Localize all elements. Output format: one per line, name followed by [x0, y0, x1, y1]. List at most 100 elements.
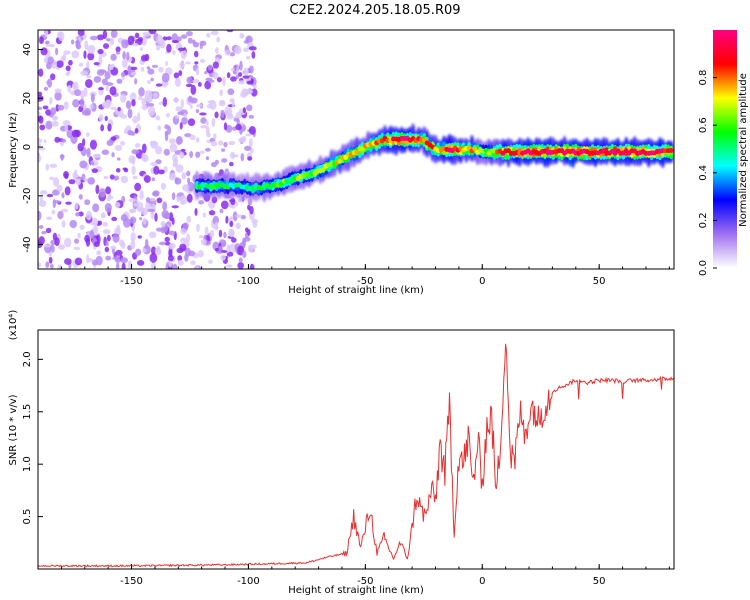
noise-speckle [38, 210, 42, 221]
colorbar: 0.0 0.2 0.4 0.6 0.8 Normalized spectral ampl… [698, 30, 749, 276]
noise-speckle [247, 244, 254, 253]
noise-speckle [75, 212, 80, 217]
bottom-x-axis-ticks: -150 -100 -50 0 50 [37, 564, 670, 587]
noise-speckle [179, 122, 183, 130]
noise-speckle [221, 158, 228, 163]
noise-speckle [64, 124, 69, 133]
noise-speckle [86, 147, 91, 158]
noise-speckle [218, 101, 226, 107]
noise-speckle [113, 175, 120, 181]
noise-speckle [216, 77, 222, 83]
noise-speckle [104, 202, 112, 213]
noise-speckle [246, 80, 254, 85]
snr-panel: -150 -100 -50 0 50 0.5 1.0 1.5 2.0 Height of st… [8, 310, 675, 596]
noise-speckle [114, 144, 123, 152]
noise-speckle [215, 247, 219, 252]
top-x-axis-title: Height of straight line (km) [288, 285, 424, 296]
noise-speckle [116, 157, 121, 161]
noise-speckle [90, 93, 95, 103]
noise-speckle [57, 244, 66, 250]
noise-speckle [225, 215, 229, 224]
noise-speckle [151, 64, 159, 68]
x-tick-label: -150 [120, 576, 143, 587]
bottom-x-axis-title: Height of straight line (km) [288, 585, 424, 596]
noise-speckle [40, 47, 48, 56]
noise-speckle [208, 210, 216, 216]
noise-speckle [157, 125, 161, 131]
noise-speckle [121, 59, 128, 68]
colorbar-tick-label: 0.6 [698, 117, 709, 133]
noise-speckle [123, 168, 129, 173]
noise-speckle [220, 109, 225, 119]
noise-speckle [64, 237, 72, 248]
noise-speckle [101, 101, 108, 109]
noise-speckle [112, 233, 120, 243]
noise-speckle [225, 124, 233, 133]
noise-speckle [141, 152, 147, 162]
noise-speckle [82, 138, 86, 147]
noise-speckle [109, 86, 117, 96]
noise-speckle [207, 64, 213, 71]
noise-speckle [204, 226, 209, 236]
noise-speckle [205, 156, 210, 161]
noise-speckle [79, 160, 88, 169]
noise-speckle [239, 60, 243, 71]
noise-speckle [243, 40, 250, 44]
noise-speckle [134, 182, 142, 192]
noise-speckle [79, 224, 85, 230]
noise-speckle [104, 71, 111, 80]
noise-speckle [38, 115, 44, 124]
x-tick-label: -150 [120, 276, 143, 287]
noise-speckle [93, 241, 100, 248]
noise-speckle [109, 174, 115, 180]
noise-speckle [83, 87, 88, 97]
noise-speckle [84, 234, 90, 243]
noise-speckle [152, 141, 159, 148]
noise-speckle [220, 249, 228, 253]
noise-speckle [185, 83, 193, 88]
noise-speckle [43, 139, 47, 144]
noise-speckle [56, 184, 63, 192]
noise-speckle [38, 111, 41, 117]
noise-speckle [139, 217, 143, 221]
noise-speckle [71, 50, 80, 59]
noise-speckle [134, 248, 142, 256]
noise-speckle [155, 45, 161, 51]
noise-speckle [115, 249, 123, 256]
noise-speckle [109, 37, 115, 46]
noise-speckle [139, 47, 143, 52]
noise-speckle [150, 77, 154, 82]
noise-speckle [65, 72, 70, 76]
noise-speckle [87, 44, 96, 54]
noise-speckle [195, 151, 201, 158]
noise-speckle [110, 245, 117, 250]
noise-speckle [242, 250, 247, 259]
noise-speckle [238, 257, 243, 263]
noise-speckle [147, 68, 155, 75]
noise-speckle [105, 186, 112, 195]
spectral-ridge [194, 123, 674, 203]
noise-speckle [218, 229, 223, 238]
noise-speckle [49, 264, 54, 269]
noise-speckle [155, 115, 161, 121]
noise-speckle [243, 67, 249, 76]
noise-speckle [187, 37, 193, 44]
ridge-mark [668, 148, 674, 154]
colorbar-title: Normalized spectral amplitude [738, 73, 749, 227]
noise-speckle [110, 136, 117, 141]
noise-speckle [200, 117, 207, 124]
noise-speckle [114, 201, 121, 209]
noise-speckle [102, 222, 108, 227]
noise-speckle [230, 204, 236, 209]
noise-speckle [67, 84, 72, 93]
noise-speckle [79, 98, 85, 108]
noise-speckle [187, 118, 196, 127]
noise-speckle [241, 239, 246, 248]
noise-speckle [235, 214, 243, 218]
noise-speckle [98, 55, 103, 66]
noise-speckle [44, 30, 49, 38]
x-tick-label: -100 [237, 576, 260, 587]
noise-speckle [218, 245, 223, 255]
noise-speckle [234, 45, 242, 55]
